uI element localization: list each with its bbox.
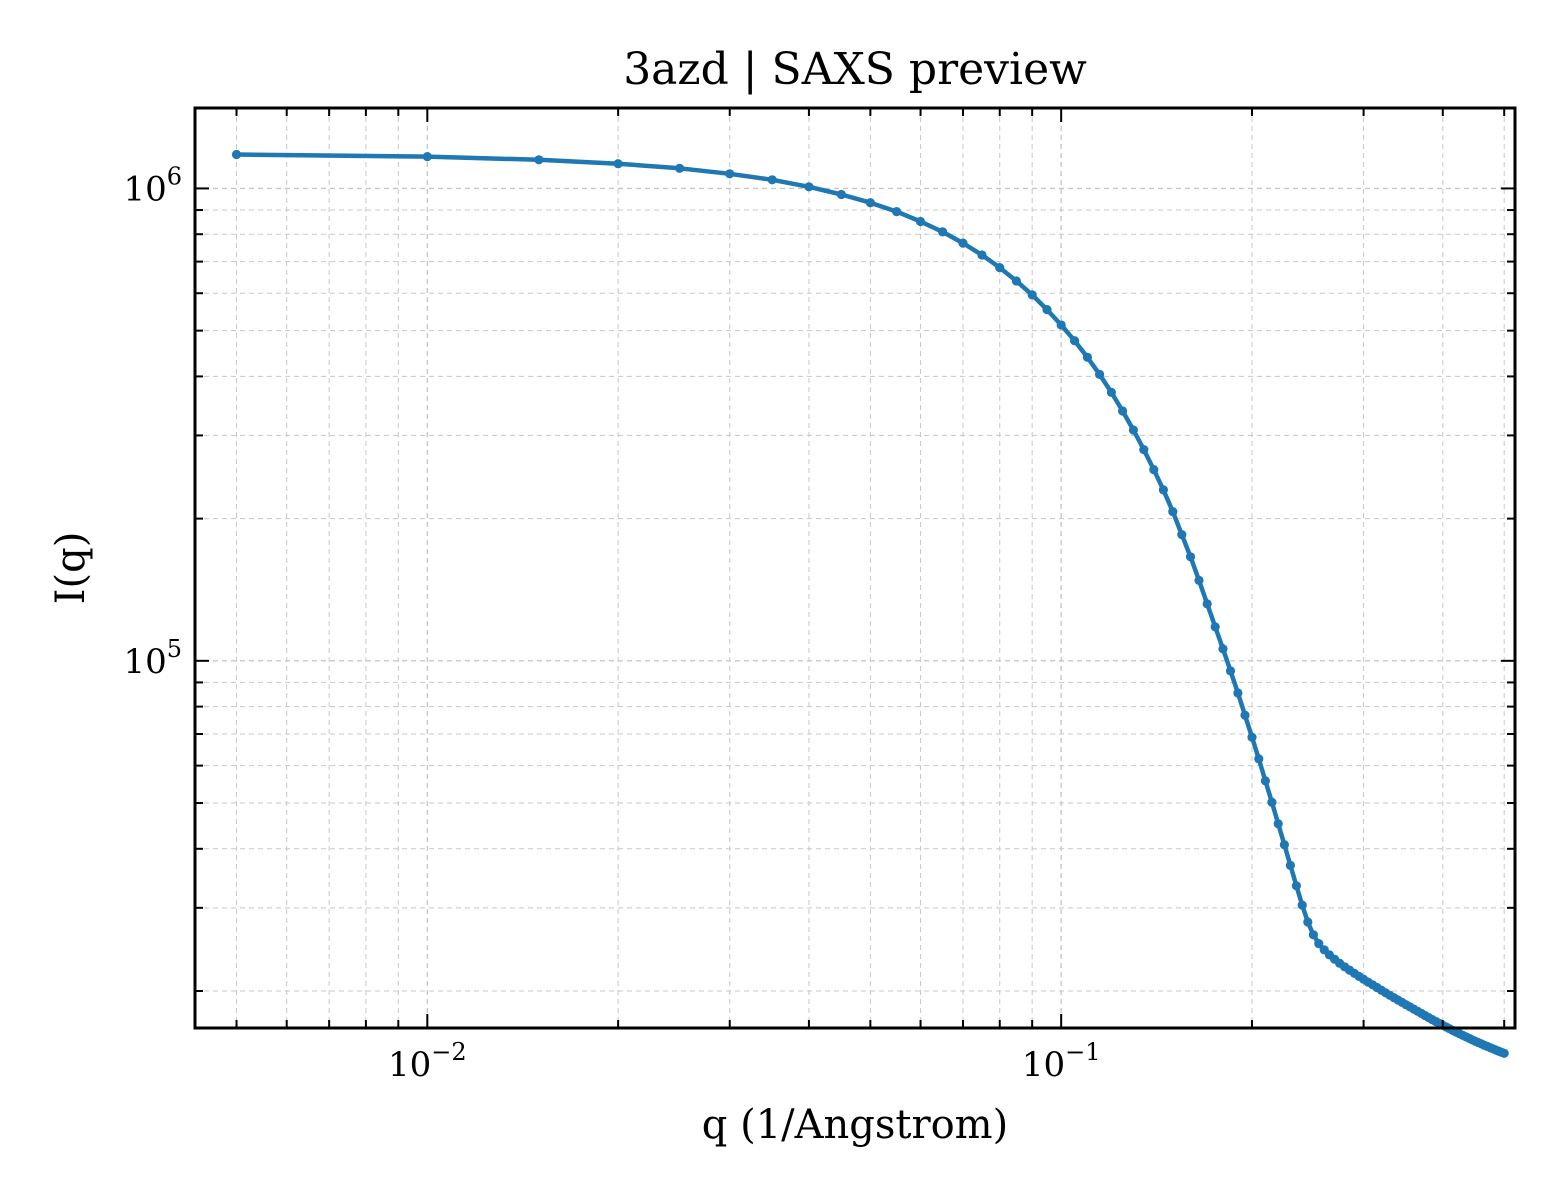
data-point: [231, 149, 242, 160]
data-point: [1082, 352, 1092, 362]
data-point: [1297, 900, 1307, 910]
data-point: [1177, 530, 1187, 540]
data-point: [1233, 688, 1243, 698]
data-point: [534, 155, 544, 165]
y-axis-label: I(q): [48, 532, 94, 605]
data-point: [1273, 819, 1283, 829]
data-point: [1254, 754, 1264, 764]
data-point: [1106, 387, 1116, 397]
grid: [195, 108, 1515, 1028]
data-point: [1247, 732, 1257, 742]
data-point: [1303, 917, 1313, 927]
x-tick-label: 10−2: [388, 1038, 467, 1085]
data-point: [938, 227, 948, 237]
data-point: [915, 216, 926, 227]
data-point: [1042, 305, 1052, 315]
data-point: [1056, 320, 1066, 330]
data-point: [1194, 575, 1204, 586]
data-point: [1218, 644, 1228, 654]
data-point: [958, 238, 968, 248]
data-point: [1118, 406, 1128, 416]
data-point: [1011, 276, 1022, 286]
data-point: [1139, 445, 1149, 455]
plot-frame: [193, 106, 1517, 1030]
data-point: [1499, 1048, 1509, 1058]
data-point: [804, 182, 814, 192]
data-point: [1210, 622, 1220, 632]
data-point: [1095, 369, 1105, 379]
y-tick-label: 105: [123, 635, 182, 682]
data-point: [892, 207, 902, 217]
data-point: [1267, 797, 1277, 807]
data-point: [1260, 776, 1270, 786]
data-point: [1314, 939, 1324, 949]
data-point: [1308, 930, 1318, 940]
data-point: [1202, 599, 1212, 609]
data-point: [1158, 485, 1168, 495]
data-point: [675, 163, 685, 173]
chart-title: 3azd | SAXS preview: [623, 44, 1087, 95]
data-point: [1225, 666, 1236, 676]
data-point: [1285, 860, 1295, 871]
data-point: [767, 175, 777, 185]
data-point: [836, 189, 847, 200]
y-tick-label: 106: [123, 162, 182, 209]
data-point: [1070, 336, 1080, 346]
data-point: [1128, 425, 1138, 435]
data-point: [725, 169, 735, 179]
data-point: [1291, 881, 1301, 891]
x-tick-label: 10−1: [1022, 1038, 1101, 1085]
data-point: [422, 152, 432, 162]
series-layer: [231, 149, 1509, 1058]
data-point: [613, 159, 623, 169]
data-point: [865, 198, 876, 208]
ticks: 10−2 10−1 105 106: [123, 108, 1515, 1085]
data-point: [1168, 507, 1178, 517]
x-axis-label: q (1/Angstrom): [702, 1102, 1008, 1148]
data-point: [1027, 290, 1037, 300]
data-point: [1279, 840, 1289, 850]
data-point: [1149, 465, 1159, 475]
data-point: [995, 263, 1005, 273]
data-point: [977, 250, 987, 260]
data-point: [1240, 710, 1250, 720]
data-point: [1185, 552, 1196, 562]
